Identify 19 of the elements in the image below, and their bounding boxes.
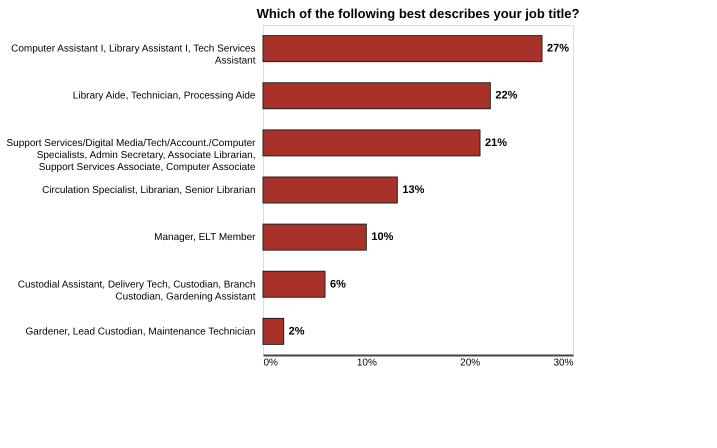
y-tick-label: Manager, ELT Member — [154, 232, 256, 244]
y-tick-label: Circulation Specialist, Librarian, Senior Librarian — [42, 185, 256, 196]
y-tick-label: Custodial Assistant, Delivery Tech, Custodian, Branch Custodian, Gardening Assistant — [18, 279, 256, 302]
data-label: 6% — [330, 278, 346, 290]
y-tick-label: Support Services/Digital Media/Tech/Account./Computer Specialists, Admin Secretary, Associate Librarian, Support Services Associate, Computer Associate — [6, 138, 256, 173]
y-tick-label: Computer Assistant I, Library Assistant I, Tech Services Assistant — [11, 44, 256, 67]
y-tick-label: Gardener, Lead Custodian, Maintenance Technician — [26, 326, 256, 338]
x-tick-label: 10% — [356, 358, 377, 368]
x-tick-label: 20% — [460, 358, 480, 368]
chart-title: Which of the following best describes your job title? — [256, 6, 580, 21]
data-label: 13% — [402, 184, 425, 196]
y-tick-label: Library Aide, Technician, Processing Aide — [72, 90, 256, 102]
data-label: 22% — [495, 90, 518, 102]
data-label: 10% — [371, 231, 394, 244]
data-label: 21% — [485, 136, 508, 149]
x-tick-label: 30% — [553, 358, 574, 368]
x-tick-label: 0% — [264, 358, 278, 368]
data-label: 2% — [288, 325, 305, 338]
data-label: 27% — [547, 42, 570, 55]
